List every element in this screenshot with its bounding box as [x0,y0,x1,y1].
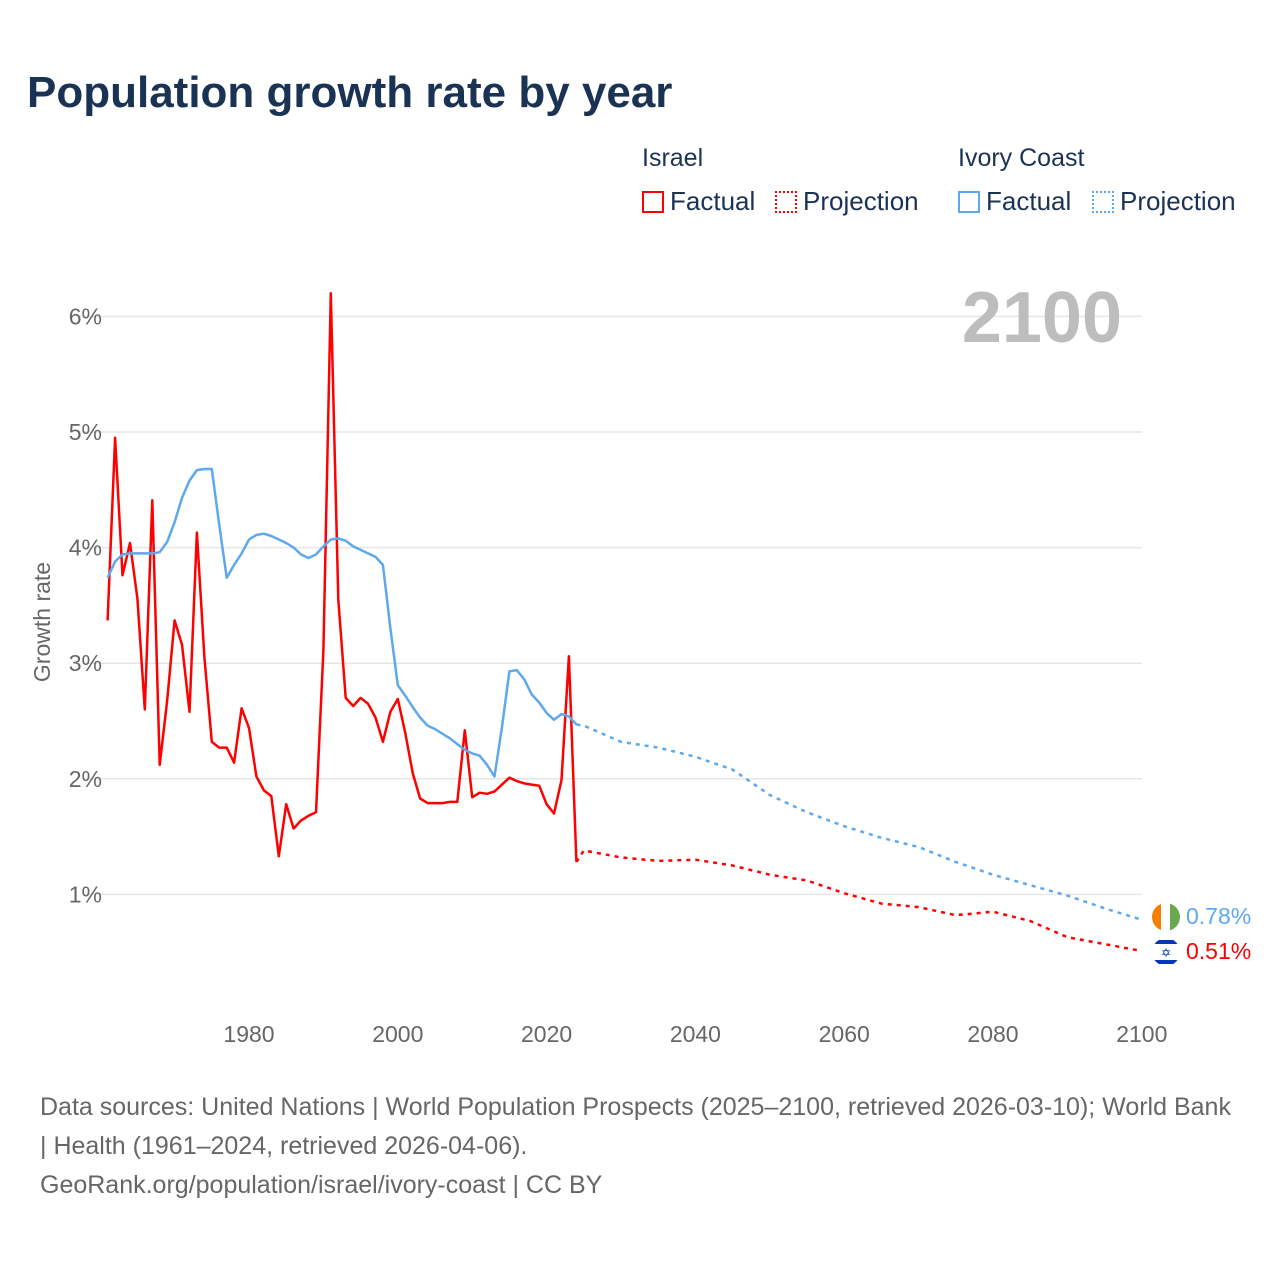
y-tick-label: 2% [69,766,102,792]
x-tick-label: 2040 [670,1021,721,1047]
year-watermark: 2100 [962,278,1122,358]
y-tick-label: 5% [69,419,102,445]
legend-swatch-dotted-icon [1092,190,1114,213]
series-line-ivory-coast-projection [576,723,1143,921]
y-tick-label: 1% [69,881,102,907]
legend-label: Factual [670,186,756,216]
x-tick-label: 2060 [819,1021,870,1047]
legend-ivory-coast-factual[interactable]: Factual [958,186,1071,217]
end-label-ivory-coast: 0.78% [1186,903,1251,929]
end-label-israel: 0.51% [1186,938,1251,964]
y-tick-label: 6% [69,303,102,329]
legend-israel-projection[interactable]: Projection [775,186,919,217]
legend-group-ivory-coast: Ivory Coast [958,144,1085,172]
plot-area: 1% 2% 3% 4% 5% 6% 1980 2000 2020 2040 2060 2080 2100… [29,278,1251,1047]
y-axis-label: Growth rate [29,562,55,682]
legend-israel-factual[interactable]: Factual [642,186,755,217]
x-tick-label: 2080 [967,1021,1018,1047]
x-tick-label: 2100 [1116,1021,1167,1047]
legend-swatch-solid-icon [958,190,980,213]
israel-flag-icon: ✡ [1152,938,1180,966]
series-line-ivory-coast-factual [106,467,578,778]
legend-group-israel: Israel [642,144,704,172]
source-link[interactable]: GeoRank.org/population/israel/ivory-coas… [40,1171,603,1199]
x-tick-label: 1980 [223,1021,274,1047]
series-line-israel-projection [575,849,1143,953]
ivory-coast-flag-icon [1152,903,1180,931]
y-tick-label: 3% [69,650,102,676]
legend-swatch-dotted-icon [775,190,797,213]
series-line-israel-factual [106,292,578,863]
x-tick-label: 2000 [372,1021,423,1047]
y-tick-label: 4% [69,535,102,561]
chart-title: Population growth rate by year [27,68,673,117]
x-tick-label: 2020 [521,1021,572,1047]
data-sources: Data sources: United Nations | World Pop… [40,1093,1231,1160]
legend-ivory-coast-projection[interactable]: Projection [1092,186,1236,217]
footer: Data sources: United Nations | World Pop… [40,1088,1240,1205]
legend-label: Projection [1120,186,1236,216]
legend-swatch-solid-icon [642,190,664,213]
legend-label: Projection [803,186,919,216]
svg-text:✡: ✡ [1161,946,1171,960]
legend-label: Factual [986,186,1072,216]
